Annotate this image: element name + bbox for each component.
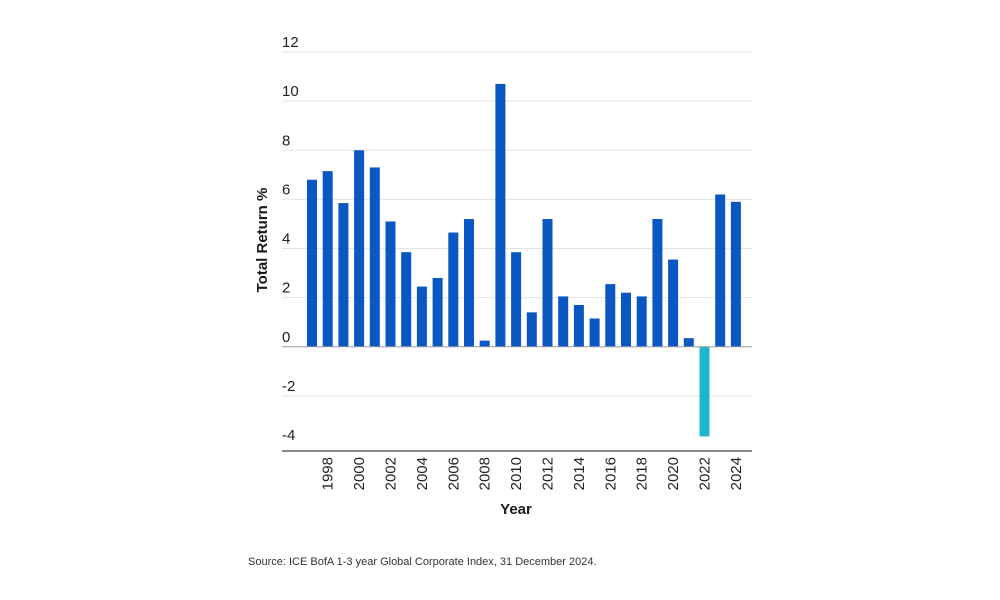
bar-1998 [322, 171, 333, 347]
bar-2008 [479, 340, 490, 347]
bar-2021 [683, 338, 694, 347]
x-tick-label: 2022 [697, 457, 714, 490]
x-tick-label: 2006 [445, 457, 462, 490]
bar-2010 [511, 252, 522, 347]
y-tick-label: 8 [282, 132, 290, 149]
x-tick-label: 2000 [351, 457, 368, 490]
bar-2000 [354, 150, 365, 347]
bar-2023 [715, 194, 726, 347]
x-tick-label: 1998 [320, 457, 337, 490]
y-axis-title: Total Return % [254, 188, 271, 293]
y-tick-label: 0 [282, 329, 290, 346]
bar-2016 [605, 284, 616, 347]
y-tick-label: 6 [282, 181, 290, 198]
y-tick-label: 4 [282, 231, 290, 248]
bar-2003 [401, 252, 412, 347]
bar-1997 [307, 179, 317, 347]
bar-2009 [495, 83, 506, 347]
x-tick-label: 2010 [508, 457, 525, 490]
bar-2004 [416, 286, 427, 347]
x-tick-label: 2004 [414, 457, 431, 490]
y-tick-label: 2 [282, 280, 290, 297]
bar-2002 [385, 221, 396, 347]
bar-2001 [369, 167, 380, 347]
bar-2012 [542, 219, 553, 347]
bar-2013 [558, 296, 569, 347]
source-note: Source: ICE BofA 1-3 year Global Corpora… [248, 556, 597, 568]
x-tick-label: 2008 [477, 457, 494, 490]
bar-1999 [338, 203, 349, 347]
bar-2020 [668, 259, 679, 347]
x-axis-title: Year [500, 501, 532, 518]
x-tick-label: 2020 [665, 457, 682, 490]
bar-2018 [636, 296, 647, 347]
bar-2017 [621, 292, 631, 347]
x-tick-label: 2012 [540, 457, 557, 490]
y-tick-label: -2 [282, 378, 295, 395]
y-tick-label: 12 [282, 34, 299, 51]
bar-2024 [730, 201, 741, 347]
bar-2005 [432, 277, 443, 347]
x-tick-label: 2002 [383, 457, 400, 490]
bar-2019 [652, 219, 663, 347]
bar-2007 [464, 219, 474, 347]
y-tick-label: -4 [282, 427, 295, 444]
x-tick-label: 2024 [728, 457, 745, 490]
bar-2022 [699, 346, 710, 437]
x-tick-label: 2016 [602, 457, 619, 490]
bar-2011 [526, 312, 537, 347]
y-tick-label: 10 [282, 83, 299, 100]
bar-2015 [589, 318, 600, 347]
bar-2006 [448, 232, 459, 347]
x-tick-label: 2014 [571, 457, 588, 490]
bar-2014 [573, 304, 584, 347]
x-tick-label: 2018 [634, 457, 651, 490]
